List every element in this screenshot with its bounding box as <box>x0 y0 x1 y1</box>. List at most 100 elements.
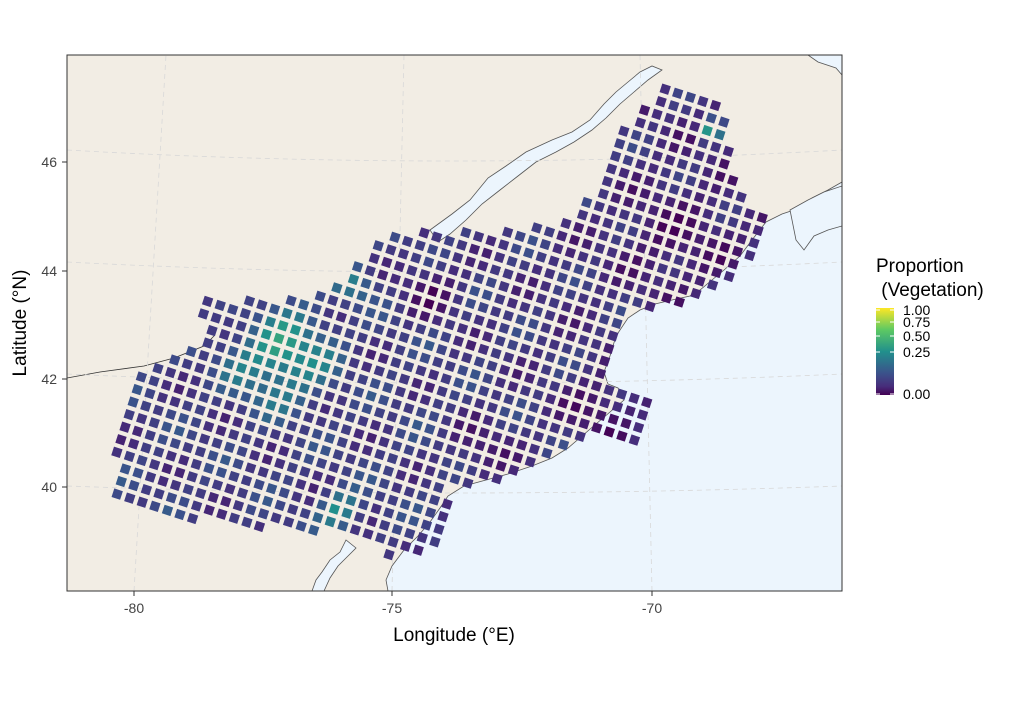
vegetation-cell <box>374 532 387 544</box>
vegetation-cell <box>697 137 709 149</box>
vegetation-cell <box>352 302 364 315</box>
vegetation-cell <box>515 314 527 326</box>
vegetation-cell <box>265 399 277 411</box>
vegetation-cell <box>307 399 319 411</box>
vegetation-cell <box>194 362 206 374</box>
vegetation-cell <box>502 268 514 280</box>
vegetation-cell <box>219 370 231 383</box>
vegetation-cell <box>656 263 669 275</box>
vegetation-cell <box>252 395 265 407</box>
vegetation-cell <box>523 330 535 343</box>
vegetation-cell <box>349 482 361 494</box>
vegetation-cell <box>331 282 343 294</box>
vegetation-cell <box>486 360 498 372</box>
vegetation-cell <box>429 536 441 548</box>
vegetation-cell <box>390 440 403 452</box>
vegetation-cell <box>501 226 514 238</box>
vegetation-cell <box>472 231 485 243</box>
vegetation-cell <box>610 275 623 288</box>
vegetation-cell <box>431 314 443 327</box>
vegetation-cell <box>328 461 340 474</box>
vegetation-cell <box>627 225 639 238</box>
vegetation-cell <box>689 162 701 174</box>
vegetation-cell <box>648 288 660 300</box>
vegetation-cell <box>356 332 368 344</box>
vegetation-cell <box>366 515 378 528</box>
vegetation-cell <box>285 336 298 349</box>
vegetation-cell <box>273 374 285 386</box>
vegetation-cell <box>590 338 602 350</box>
vegetation-cell <box>433 523 445 535</box>
vegetation-cell <box>278 487 290 499</box>
vegetation-cell <box>647 121 659 133</box>
vegetation-cell <box>477 260 489 272</box>
vegetation-cell <box>311 470 324 482</box>
vegetation-cell <box>482 372 494 385</box>
vegetation-cell <box>614 263 627 275</box>
vegetation-cell <box>701 166 714 178</box>
vegetation-cell <box>198 433 211 445</box>
vegetation-cell <box>345 494 357 507</box>
vegetation-cell <box>357 499 370 511</box>
vegetation-cell <box>131 383 143 396</box>
vegetation-cell <box>235 320 247 332</box>
vegetation-cell <box>622 196 635 208</box>
vegetation-cell <box>693 150 705 162</box>
vegetation-cell <box>306 315 318 328</box>
vegetation-cells <box>111 83 768 561</box>
vegetation-cell <box>286 462 299 474</box>
vegetation-cell <box>598 230 610 242</box>
vegetation-cell <box>664 196 676 208</box>
vegetation-cell <box>253 437 265 449</box>
vegetation-cell <box>428 452 440 464</box>
vegetation-cell <box>482 414 494 426</box>
vegetation-cell <box>202 337 214 349</box>
vegetation-cell <box>324 474 336 486</box>
vegetation-cell <box>490 389 503 401</box>
vegetation-cell <box>502 310 514 322</box>
vegetation-cell <box>473 314 485 326</box>
vegetation-cell <box>394 427 407 440</box>
vegetation-cell <box>424 506 437 519</box>
vegetation-cell <box>416 448 428 460</box>
vegetation-cell <box>660 208 672 221</box>
vegetation-cell <box>519 301 531 313</box>
vegetation-cell <box>528 443 540 455</box>
vegetation-cell <box>289 324 302 336</box>
vegetation-cell <box>410 252 422 264</box>
vegetation-cell <box>556 272 568 284</box>
vegetation-cell <box>415 365 427 377</box>
vegetation-cell <box>211 395 223 408</box>
vegetation-cell <box>622 154 634 167</box>
vegetation-cell <box>614 221 626 233</box>
vegetation-cell <box>552 242 564 255</box>
vegetation-cell <box>491 473 503 485</box>
vegetation-cell <box>331 365 344 377</box>
vegetation-cell <box>248 408 261 420</box>
vegetation-cell <box>260 370 273 382</box>
vegetation-cell <box>469 285 481 297</box>
vegetation-cell <box>443 235 455 247</box>
vegetation-cell <box>240 474 253 487</box>
vegetation-cell <box>461 352 473 364</box>
vegetation-cell <box>149 500 161 512</box>
vegetation-cell <box>532 347 544 359</box>
vegetation-cell <box>115 434 127 446</box>
vegetation-cell <box>461 393 473 406</box>
vegetation-cell <box>460 226 472 239</box>
vegetation-cell <box>401 235 414 248</box>
vegetation-cell <box>295 478 307 490</box>
vegetation-cell <box>352 344 364 356</box>
vegetation-cell <box>119 463 132 475</box>
vegetation-cell <box>394 302 406 314</box>
vegetation-cell <box>756 212 768 224</box>
vegetation-cell <box>727 216 739 228</box>
vegetation-cell <box>626 142 638 154</box>
vegetation-cell <box>199 475 211 487</box>
vegetation-cell <box>348 357 360 369</box>
vegetation-cell <box>573 347 586 359</box>
vegetation-cell <box>586 392 599 405</box>
vegetation-cell <box>181 400 194 412</box>
vegetation-cell <box>414 239 426 252</box>
vegetation-cell <box>516 439 528 451</box>
